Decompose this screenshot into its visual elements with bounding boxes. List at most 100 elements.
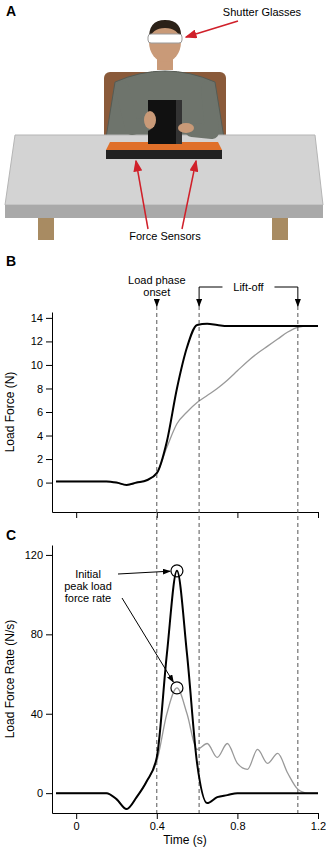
tick-label: 6 bbox=[37, 406, 43, 418]
x-axis: 0 0.4 0.8 1.2 bbox=[53, 813, 326, 832]
tick-label: 12 bbox=[31, 335, 43, 347]
tick: 0 bbox=[37, 787, 52, 799]
table-top bbox=[5, 135, 323, 205]
arm bbox=[122, 88, 146, 128]
tick bbox=[237, 512, 238, 518]
table-front bbox=[5, 205, 323, 218]
tick-mark bbox=[237, 813, 238, 819]
axis-line bbox=[53, 512, 319, 513]
arrow bbox=[199, 287, 222, 306]
annotation-text: Load phase bbox=[128, 274, 186, 286]
tick: 10 bbox=[31, 359, 52, 371]
data-line bbox=[56, 688, 318, 809]
tick-label: 0 bbox=[37, 477, 43, 489]
plot-area bbox=[56, 571, 318, 809]
tick: 120 bbox=[25, 549, 52, 561]
tick: 6 bbox=[37, 406, 52, 418]
axis-line bbox=[53, 813, 319, 814]
annotation: Load phaseonset bbox=[128, 274, 186, 813]
annotation-text: Initial bbox=[75, 568, 101, 580]
tick-mark bbox=[46, 793, 52, 794]
tick: 8 bbox=[37, 382, 52, 394]
axis-line bbox=[52, 546, 53, 814]
arrow bbox=[182, 161, 196, 229]
tick: 0.4 bbox=[150, 813, 165, 832]
illustration: A Shutter Glasses Force Sensors bbox=[5, 3, 323, 242]
tick-label: 14 bbox=[31, 312, 43, 324]
tick-mark bbox=[76, 512, 77, 518]
hand bbox=[144, 111, 156, 129]
wood-block bbox=[272, 218, 288, 240]
wood-block bbox=[38, 218, 54, 240]
reference-line bbox=[297, 306, 298, 813]
peak-marker bbox=[171, 565, 183, 577]
tick-mark bbox=[76, 813, 77, 819]
tick-label: 80 bbox=[31, 628, 43, 640]
tick-mark bbox=[237, 512, 238, 518]
chart: 0 2 4 6 8 10 12 14 B Load Force (N) Load phaseonse… bbox=[3, 253, 319, 813]
tick-label: 8 bbox=[37, 382, 43, 394]
arrow bbox=[118, 571, 170, 574]
illustration-label: Force Sensors bbox=[129, 230, 201, 242]
annotation-text: onset bbox=[143, 286, 170, 298]
y-axis: 0 40 80 120 bbox=[25, 546, 53, 814]
tick bbox=[318, 512, 319, 518]
tick: 14 bbox=[31, 312, 52, 324]
axis-title: Load Force (N) bbox=[3, 372, 17, 453]
tick-mark bbox=[46, 412, 52, 413]
tick-mark bbox=[46, 318, 52, 319]
tick-label: 0 bbox=[74, 820, 80, 832]
arrow bbox=[122, 598, 173, 682]
tick-mark bbox=[46, 388, 52, 389]
illustration-label: Shutter Glasses bbox=[223, 6, 302, 18]
annotation: Lift-off bbox=[199, 281, 298, 813]
box-side bbox=[176, 100, 182, 144]
axis-title: Time (s) bbox=[163, 833, 207, 847]
tick-mark bbox=[318, 512, 319, 518]
reference-line bbox=[156, 306, 157, 813]
tick-mark bbox=[157, 813, 158, 819]
arm bbox=[192, 88, 212, 132]
arrow bbox=[274, 287, 297, 306]
tick-label: 0.8 bbox=[230, 820, 245, 832]
tick: 0 bbox=[74, 813, 80, 832]
tick: 4 bbox=[37, 430, 52, 442]
tick-mark bbox=[46, 459, 52, 460]
tick-label: 0.4 bbox=[150, 820, 165, 832]
tick-mark bbox=[46, 483, 52, 484]
tick-label: 2 bbox=[37, 453, 43, 465]
tick: 40 bbox=[31, 708, 52, 720]
axis-title: Load Force Rate (N/s) bbox=[3, 620, 17, 739]
tick-label: 40 bbox=[31, 708, 43, 720]
annotation: Initialpeak loadforce rate bbox=[64, 565, 183, 694]
tick-label: 4 bbox=[37, 430, 43, 442]
panel-letter: B bbox=[6, 253, 16, 269]
plot-area bbox=[56, 324, 318, 485]
tick-mark bbox=[46, 714, 52, 715]
panel-letter: C bbox=[6, 527, 16, 543]
tick-mark bbox=[46, 634, 52, 635]
tick-mark bbox=[318, 813, 319, 819]
tick: 0.8 bbox=[230, 813, 245, 832]
hand bbox=[178, 123, 194, 133]
arrow bbox=[186, 21, 238, 37]
tick-label: 120 bbox=[25, 549, 43, 561]
figure: A Shutter Glasses Force Sensors 0 2 4 6 8 10 12 14… bbox=[0, 0, 326, 850]
annotation-text: force rate bbox=[65, 592, 111, 604]
tick-mark bbox=[46, 365, 52, 366]
glasses bbox=[148, 34, 182, 43]
tick-mark bbox=[46, 436, 52, 437]
y-axis: 0 2 4 6 8 10 12 14 bbox=[31, 312, 53, 513]
tick-mark bbox=[46, 341, 52, 342]
arrow bbox=[136, 161, 148, 229]
axis-line bbox=[52, 313, 53, 513]
arrow bbox=[156, 299, 157, 306]
peak-marker bbox=[171, 682, 183, 694]
platform-base bbox=[106, 150, 222, 159]
panel-letter: A bbox=[6, 3, 16, 19]
tick: 80 bbox=[31, 628, 52, 640]
reference-line bbox=[199, 306, 200, 813]
annotation-text: Lift-off bbox=[233, 281, 264, 293]
tick-mark bbox=[46, 555, 52, 556]
tick: 1.2 bbox=[311, 813, 326, 832]
